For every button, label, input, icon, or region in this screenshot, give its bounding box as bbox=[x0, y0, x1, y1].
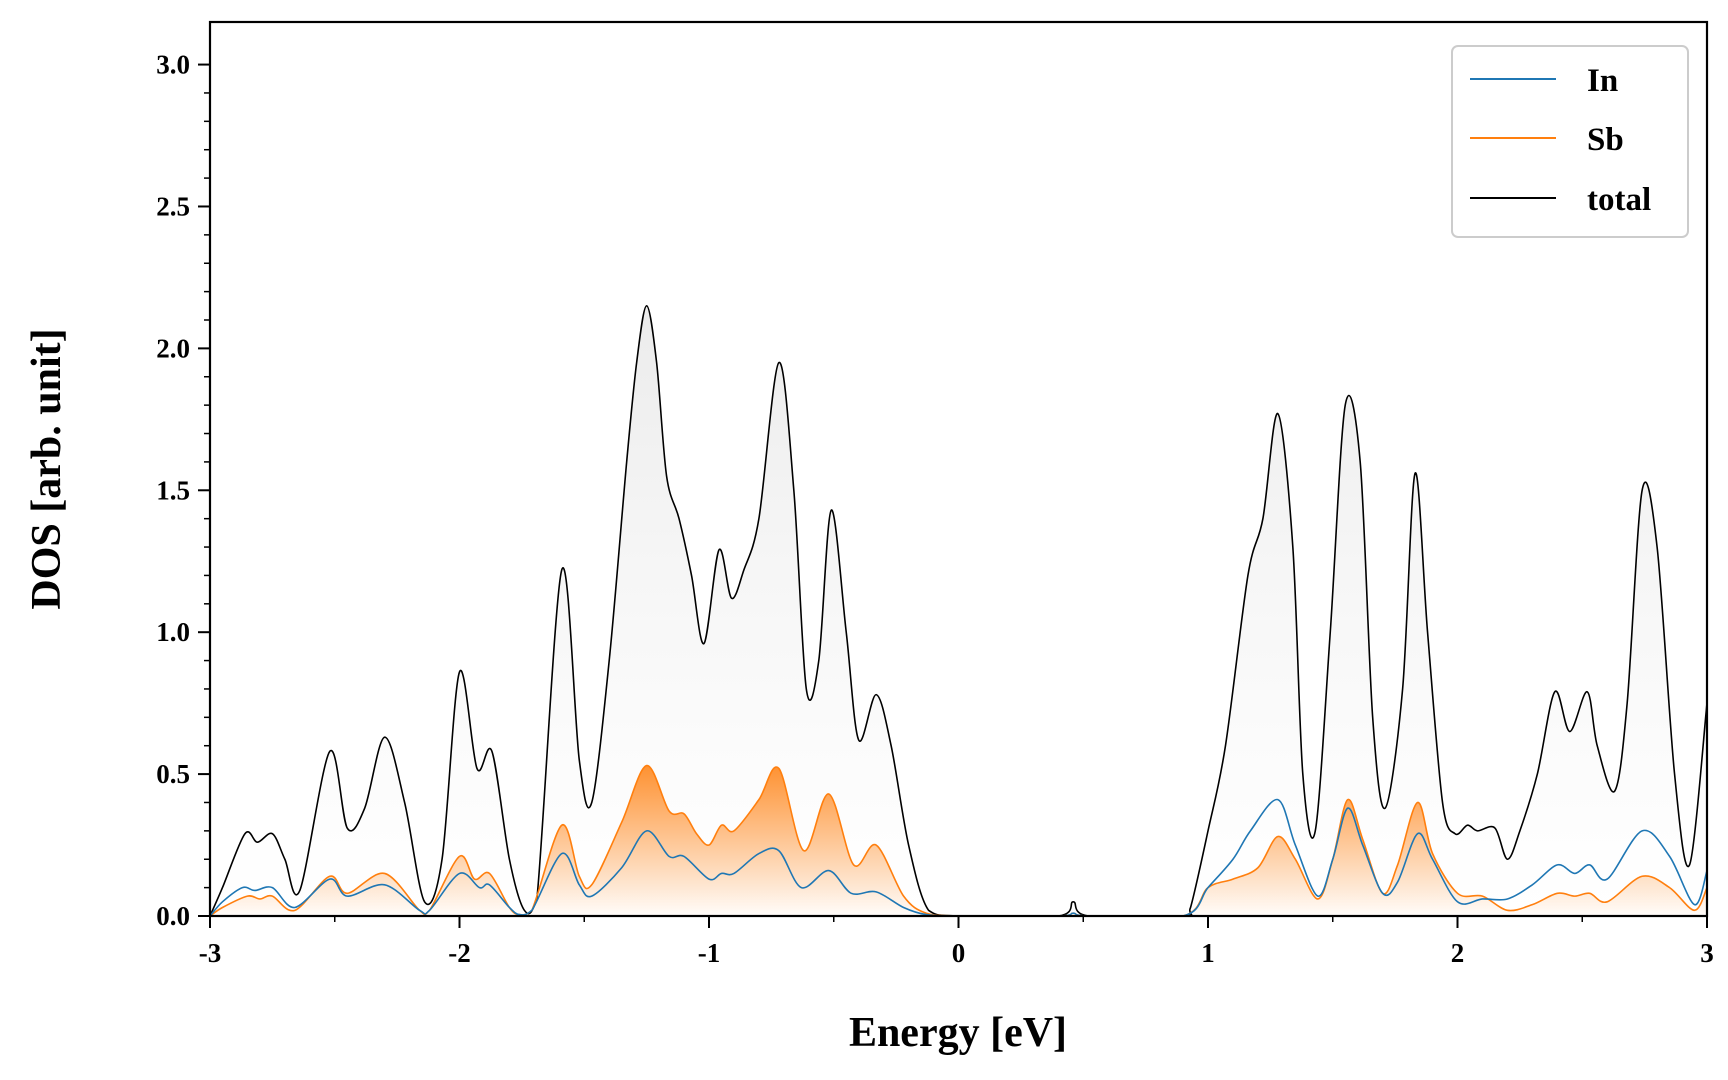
y-tick-label: 1.5 bbox=[156, 475, 190, 505]
x-axis-label: Energy [eV] bbox=[849, 1010, 1067, 1056]
fill-area-sb bbox=[210, 765, 1707, 916]
legend-label-in: In bbox=[1587, 63, 1618, 99]
legend: In Sb total bbox=[1451, 45, 1689, 238]
series-line-sb bbox=[210, 764, 1707, 916]
y-tick-label: 0.0 bbox=[156, 901, 190, 931]
x-tick-label: 2 bbox=[1451, 938, 1465, 968]
area-fills bbox=[210, 305, 1707, 916]
legend-label-total: total bbox=[1587, 182, 1651, 218]
y-tick-label: 2.0 bbox=[156, 333, 190, 363]
y-axis: 0.0 0.5 1.0 1.5 2.0 2.5 3.0 bbox=[156, 50, 210, 931]
series-line-total bbox=[210, 305, 1707, 916]
y-tick-label: 2.5 bbox=[156, 191, 190, 221]
x-tick-label: 0 bbox=[952, 938, 966, 968]
x-tick-label: -2 bbox=[448, 938, 471, 968]
y-tick-label: 3.0 bbox=[156, 50, 190, 80]
y-axis-label: DOS [arb. unit] bbox=[24, 328, 70, 609]
series-line-in bbox=[210, 798, 1707, 916]
legend-label-sb: Sb bbox=[1587, 122, 1624, 158]
legend-box bbox=[1451, 45, 1689, 238]
x-tick-label: -3 bbox=[199, 938, 222, 968]
x-tick-label: 1 bbox=[1201, 938, 1215, 968]
y-tick-label: 1.0 bbox=[156, 617, 190, 647]
series-lines bbox=[210, 305, 1707, 916]
x-axis: -3 -2 -1 0 1 2 3 bbox=[199, 916, 1714, 968]
fill-area-total bbox=[210, 305, 1707, 916]
x-tick-label: 3 bbox=[1700, 938, 1714, 968]
y-tick-label: 0.5 bbox=[156, 759, 190, 789]
x-tick-label: -1 bbox=[698, 938, 721, 968]
